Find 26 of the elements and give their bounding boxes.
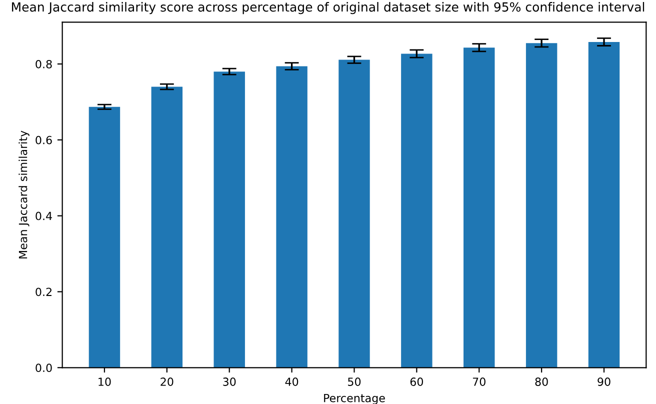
y-tick-label: 0.4: [36, 212, 52, 220]
bar: [588, 42, 620, 368]
bar: [338, 60, 370, 368]
y-tick-label: 0.8: [36, 60, 52, 68]
x-axis-title: Percentage: [324, 394, 385, 404]
bar: [464, 48, 495, 368]
y-tick-label: 0.0: [36, 364, 52, 372]
x-tick-label: 30: [223, 378, 236, 386]
chart-title: Mean Jaccard similarity score across percentage of original dataset size with 95% confidence interval: [12, 2, 644, 14]
x-tick-label: 20: [160, 378, 174, 386]
x-tick-label: 40: [285, 378, 298, 386]
x-tick-label: 10: [98, 378, 111, 386]
bar: [214, 72, 245, 368]
bar: [151, 86, 183, 368]
x-tick-label: 90: [598, 378, 610, 386]
bar: [88, 106, 120, 368]
x-tick-label: 80: [535, 378, 548, 386]
bar: [276, 66, 308, 368]
x-tick-label: 50: [348, 378, 361, 386]
bar: [526, 43, 558, 368]
bar: [401, 54, 432, 368]
x-tick-label: 60: [410, 378, 424, 386]
y-tick-label: 0.2: [36, 288, 52, 296]
x-tick-label: 70: [472, 378, 486, 386]
y-axis-title: Mean Jaccard similarity: [18, 130, 30, 258]
y-tick-label: 0.6: [36, 136, 52, 144]
